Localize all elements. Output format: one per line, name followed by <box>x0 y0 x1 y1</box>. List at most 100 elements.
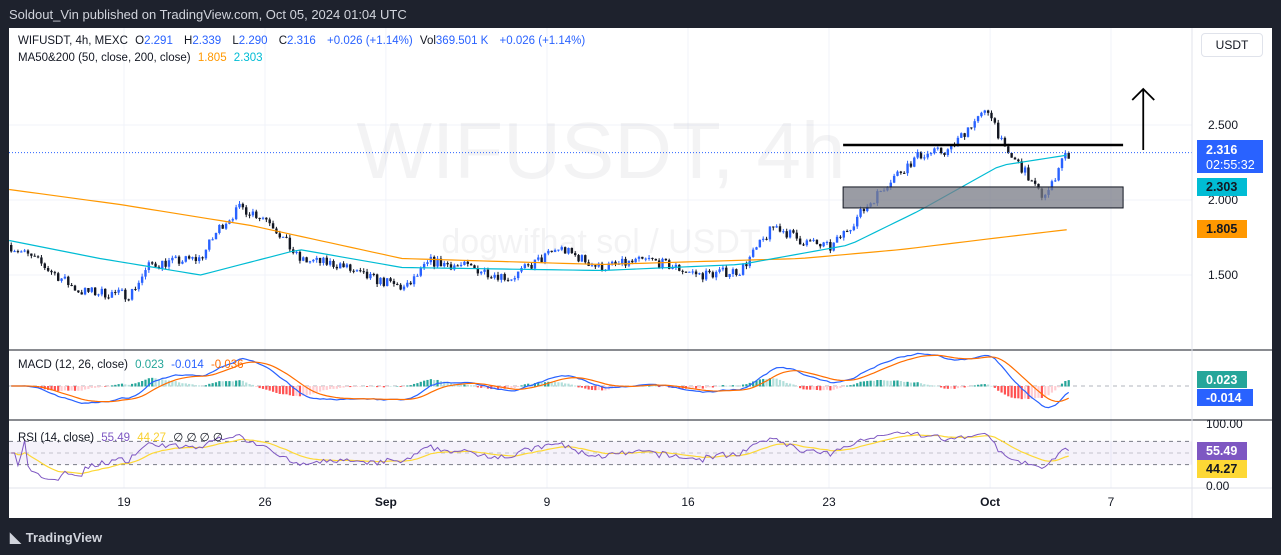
macd-histogram-bar <box>872 380 876 387</box>
candle-body <box>1003 137 1007 147</box>
macd-histogram-bar <box>144 379 147 387</box>
macd-histogram-bar <box>10 386 13 387</box>
time-tick: 9 <box>544 495 551 509</box>
candle-body <box>657 260 661 268</box>
countdown-tag: 02:55:32 <box>1206 158 1255 172</box>
macd-histogram-bar <box>87 386 90 390</box>
candle-body <box>738 274 741 276</box>
macd-histogram-bar <box>919 383 923 387</box>
chart-canvas[interactable]: WIFUSDT, 4h dogwifhat sol / USDT 2.500 2.00… <box>9 28 1272 518</box>
macd-histogram-bar <box>832 386 835 390</box>
macd-histogram-bar <box>1054 386 1057 391</box>
candle-body <box>379 277 382 285</box>
candle-body <box>312 259 315 262</box>
candle-body <box>339 263 342 269</box>
candle-body <box>661 258 664 268</box>
macd-histogram-bar <box>412 383 416 387</box>
macd-histogram-bar <box>560 382 563 387</box>
candle-body <box>557 249 560 251</box>
macd-histogram-bar <box>100 386 103 387</box>
macd-histogram-bar <box>161 379 164 387</box>
macd-histogram-bar <box>1000 386 1003 393</box>
macd-histogram-bar <box>523 384 526 387</box>
candle-body <box>241 203 245 208</box>
macd-histogram-bar <box>839 386 842 388</box>
macd-histogram-bar <box>1013 386 1017 399</box>
macd-hist-tag-bg <box>1197 371 1247 388</box>
candle-body <box>919 152 923 159</box>
macd-histogram-bar <box>1023 386 1027 399</box>
candle-body <box>33 255 36 257</box>
arrow-up-icon <box>1131 87 1155 150</box>
macd-histogram-bar <box>231 381 234 387</box>
candle-body <box>731 269 735 275</box>
macd-histogram-bar <box>664 386 667 387</box>
macd-histogram-bar <box>553 381 557 387</box>
macd-histogram-bar <box>547 381 550 387</box>
macd-histogram-bar <box>376 386 379 388</box>
macd-histogram-bar <box>97 386 100 388</box>
candle-body <box>496 274 500 280</box>
candle-body <box>486 269 490 278</box>
candle-body <box>597 263 600 267</box>
candle-body <box>463 261 466 265</box>
macd-histogram-bar <box>815 386 819 390</box>
candle-body <box>245 207 248 215</box>
footer-brand: ◣ TradingView <box>10 529 102 546</box>
candle-body <box>164 260 167 267</box>
macd-histogram-bar <box>718 385 721 387</box>
macd-histogram-bar <box>439 381 443 387</box>
candle-body <box>382 277 386 286</box>
macd-histogram-bar <box>859 381 862 387</box>
macd-histogram-bar <box>899 381 902 387</box>
macd-histogram-bar <box>731 385 735 387</box>
macd-histogram-bar <box>658 386 661 388</box>
macd-histogram-bar <box>104 386 107 387</box>
candle-body <box>802 244 805 246</box>
macd-histogram-bar <box>221 381 224 387</box>
candle-body <box>614 261 617 264</box>
candle-body <box>560 247 563 250</box>
candle-body <box>963 133 966 137</box>
candle-body <box>26 250 30 254</box>
candle-body <box>500 274 503 280</box>
chart-panel[interactable]: WIFUSDT, 4h dogwifhat sol / USDT 2.500 2.00… <box>9 28 1272 518</box>
currency-button[interactable]: USDT <box>1201 33 1263 57</box>
macd-histogram-bar <box>688 386 691 389</box>
candle-body <box>533 259 537 269</box>
macd-histogram-bar <box>188 383 191 387</box>
ma200-value: 1.805 <box>197 52 227 64</box>
candle-body <box>439 258 443 267</box>
macd-histogram-bar <box>134 383 137 387</box>
macd-histogram-bar <box>493 386 496 389</box>
candle-body <box>668 260 671 269</box>
macd-histogram-bar <box>822 386 825 391</box>
candle-body <box>570 247 574 254</box>
macd-histogram-bar <box>201 385 204 387</box>
macd-histogram-bar <box>318 386 322 392</box>
candle-body <box>161 260 164 269</box>
watermark: WIFUSDT, 4h <box>357 106 846 195</box>
publish-info: Soldout_Vin published on TradingView.com… <box>9 7 407 22</box>
candle-body <box>637 256 641 259</box>
macd-histogram-bar <box>805 386 808 390</box>
candle-body <box>151 262 154 264</box>
candle-body <box>443 262 446 267</box>
candle-body <box>856 216 859 227</box>
candle-body <box>184 256 187 262</box>
candle-body <box>325 257 328 265</box>
candle-body <box>352 270 355 272</box>
candle-body <box>308 261 312 263</box>
macd-histogram-bar <box>282 386 285 395</box>
macd-histogram-bar <box>1003 386 1007 395</box>
candle-body <box>114 292 117 294</box>
candle-body <box>634 258 637 263</box>
macd-histogram-bar <box>661 386 664 387</box>
macd-histogram-bar <box>463 384 466 387</box>
candle-body <box>751 249 755 257</box>
symbol-legend: WIFUSDT, 4h, MEXC O2.291 H2.339 L2.290 C… <box>18 35 589 47</box>
candle-body <box>355 270 359 272</box>
candle-body <box>758 239 762 248</box>
rsi-line <box>11 431 1069 481</box>
candle-body <box>359 270 362 272</box>
